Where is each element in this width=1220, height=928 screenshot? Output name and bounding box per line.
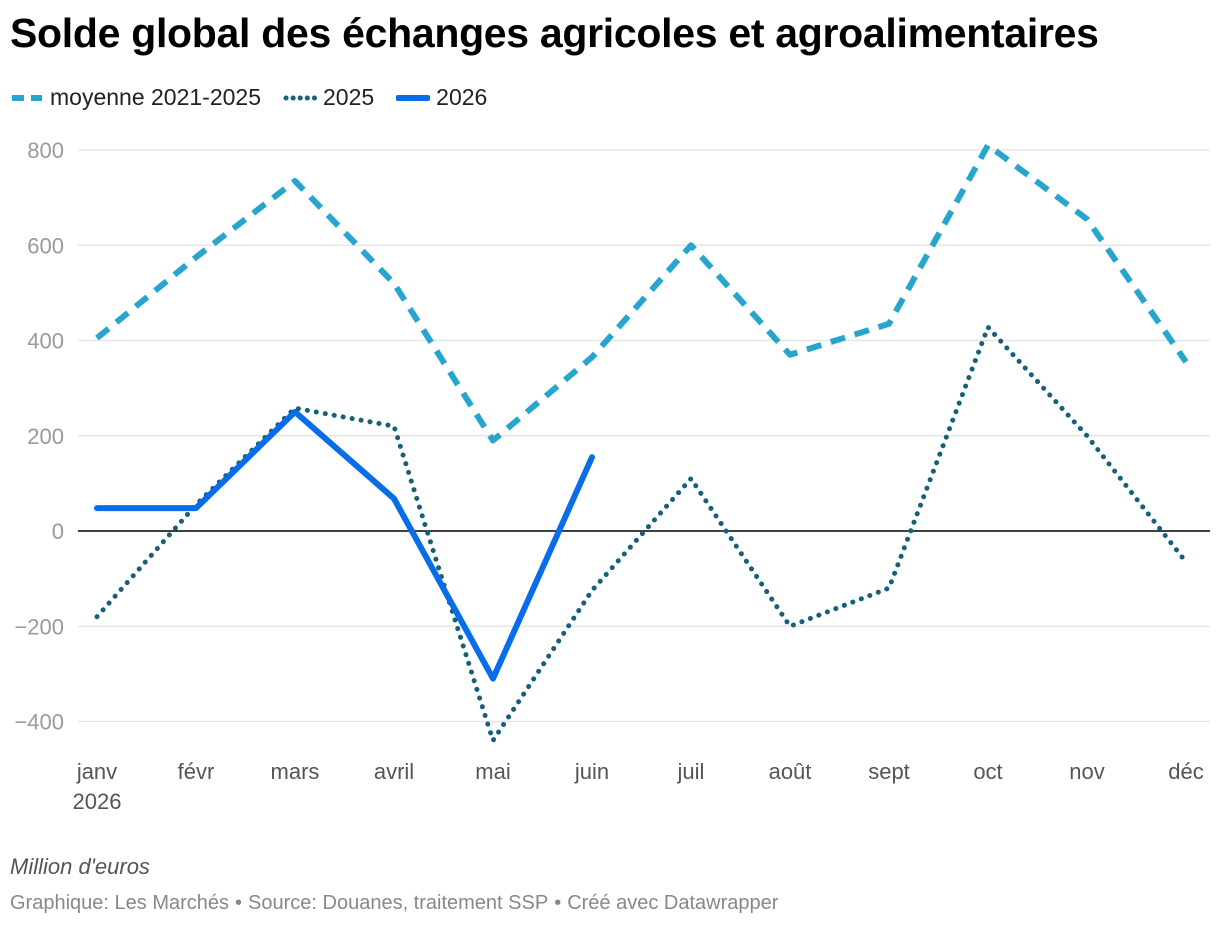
legend-swatch-dotted [283, 95, 317, 100]
legend-item-2026: 2026 [396, 84, 487, 111]
footer-graphique: Graphique: Les Marchés [10, 892, 230, 914]
x-tick-label: avril [374, 759, 414, 784]
legend-item-2025: 2025 [283, 84, 374, 111]
chart-title: Solde global des échanges agricoles et a… [10, 10, 1099, 56]
y-tick-label: −400 [14, 710, 64, 735]
legend: moyenne 2021-2025 2025 2026 [10, 84, 509, 111]
unit-note: Million d'euros [10, 854, 150, 879]
legend-item-moyenne: moyenne 2021-2025 [10, 84, 261, 111]
footer: Graphique: Les Marchés • Source: Douanes, … [10, 892, 778, 915]
y-tick-label: 200 [27, 424, 64, 449]
x-tick-label: oct [973, 759, 1002, 784]
y-tick-label: 600 [27, 233, 64, 258]
x-tick-label: juil [677, 759, 705, 784]
y-tick-label: 800 [27, 138, 64, 163]
series-line-2 [94, 408, 595, 682]
legend-label-moyenne: moyenne 2021-2025 [50, 84, 261, 110]
y-tick-label: −200 [14, 614, 64, 639]
x-tick-label: déc [1168, 759, 1203, 784]
x-tick-sublabel: 2026 [73, 789, 122, 814]
x-tick-label: janv [76, 759, 117, 784]
line-chart: −400 −200 0 200 400 600 800 janv févr mars avril ma… [14, 138, 1210, 814]
x-tick-label: sept [868, 759, 910, 784]
legend-swatch-dashed [12, 94, 42, 101]
legend-swatch-solid [396, 94, 431, 101]
x-tick-label: juin [574, 759, 609, 784]
x-tick-label: févr [178, 759, 215, 784]
legend-label-2026: 2026 [436, 84, 488, 110]
x-tick-label: août [769, 759, 812, 784]
footer-source: Source: Douanes, traitement SSP [248, 892, 549, 914]
x-tick-label: mars [271, 759, 320, 784]
y-tick-label: 400 [27, 329, 64, 354]
series-line-1 [94, 324, 1189, 743]
y-tick-label: 0 [52, 519, 64, 544]
x-tick-label: nov [1069, 759, 1104, 784]
series-line-0 [95, 142, 1189, 444]
x-tick-label: mai [475, 759, 510, 784]
legend-label-2025: 2025 [323, 84, 375, 110]
footer-separator: • [554, 892, 562, 914]
footer-tool: Créé avec Datawrapper [567, 892, 779, 914]
footer-separator: • [235, 892, 243, 914]
